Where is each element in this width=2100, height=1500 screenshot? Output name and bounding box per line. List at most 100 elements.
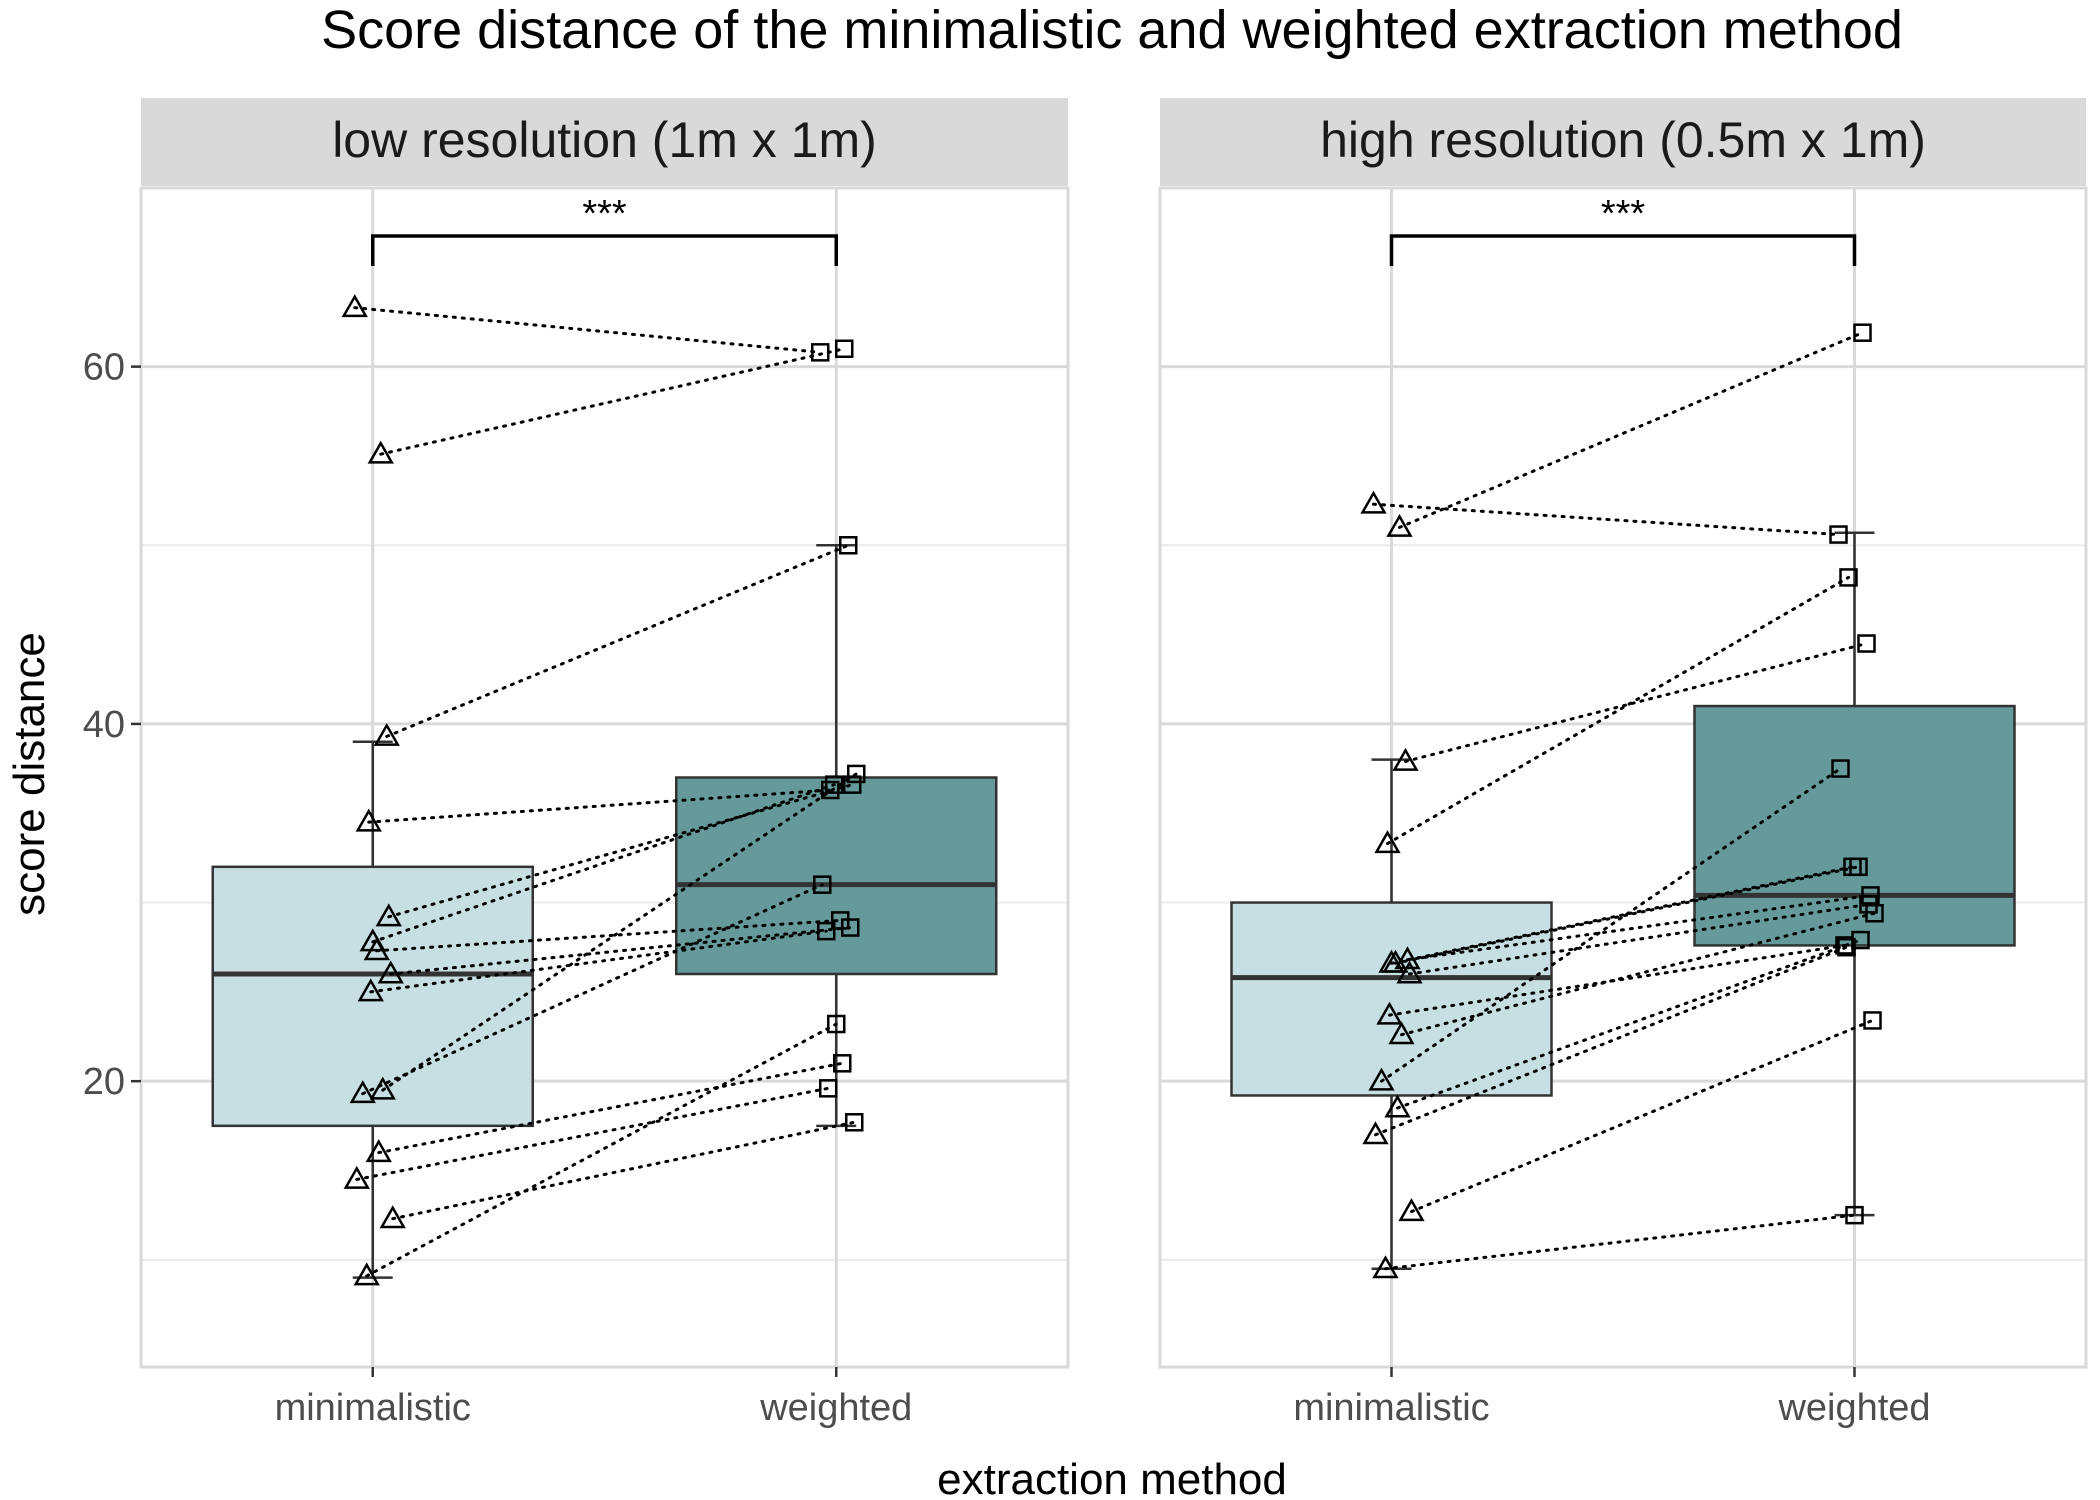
paired-lines xyxy=(353,306,858,1278)
significance-label: *** xyxy=(582,193,627,235)
data-points xyxy=(1360,323,1884,1279)
x-tick-label: minimalistic xyxy=(1293,1387,1489,1429)
paired-lines xyxy=(1372,331,1876,1271)
pair-line xyxy=(379,347,846,456)
pair-line xyxy=(1398,331,1864,529)
point-minimalistic xyxy=(1376,1001,1403,1025)
data-points xyxy=(341,294,866,1286)
pair-line xyxy=(367,788,832,824)
point-minimalistic xyxy=(1384,1094,1411,1118)
point-weighted xyxy=(843,775,862,794)
point-weighted xyxy=(845,1113,864,1132)
pair-line xyxy=(1404,642,1868,763)
point-weighted xyxy=(1829,525,1848,544)
panel-strip-label: low resolution (1m x 1m) xyxy=(332,112,877,168)
point-minimalistic xyxy=(1368,1067,1395,1091)
panel-strip xyxy=(1160,98,2086,186)
x-tick-label: weighted xyxy=(1777,1387,1930,1429)
y-axis-title: score distance xyxy=(5,632,54,916)
pair-line xyxy=(1410,1018,1874,1214)
pair-line xyxy=(371,783,836,944)
point-minimalistic xyxy=(349,1080,376,1104)
point-weighted xyxy=(1831,759,1850,778)
point-minimalistic xyxy=(365,1139,392,1163)
point-minimalistic xyxy=(1386,513,1413,537)
point-minimalistic xyxy=(343,1165,370,1189)
point-weighted xyxy=(1853,323,1872,342)
pair-line xyxy=(1386,575,1850,846)
point-minimalistic xyxy=(375,903,402,927)
pair-line xyxy=(1380,767,1842,1083)
point-minimalistic xyxy=(1398,1198,1425,1222)
pair-line xyxy=(361,883,824,1096)
chart-title: Score distance of the minimalistic and w… xyxy=(321,0,1903,60)
significance-bracket xyxy=(371,234,838,266)
point-weighted xyxy=(813,875,832,894)
pair-line xyxy=(1384,1213,1856,1271)
point-minimalistic xyxy=(1392,747,1419,771)
point-minimalistic xyxy=(379,1205,406,1229)
box-weighted xyxy=(675,544,998,1128)
point-weighted xyxy=(811,343,830,362)
y-tick-label: 60 xyxy=(83,347,125,389)
point-minimalistic xyxy=(377,960,404,984)
significance-label: *** xyxy=(1601,193,1646,235)
pair-line xyxy=(1374,945,1848,1137)
pair-line xyxy=(385,543,850,738)
box-minimalistic xyxy=(211,740,534,1279)
pair-line xyxy=(375,918,842,953)
point-minimalistic xyxy=(1372,1255,1399,1279)
point-minimalistic xyxy=(341,294,368,318)
pair-line xyxy=(1396,938,1862,1110)
point-minimalistic xyxy=(363,937,390,961)
point-minimalistic xyxy=(357,978,384,1002)
significance-bracket xyxy=(1389,234,1857,266)
point-weighted xyxy=(1857,634,1876,653)
point-weighted xyxy=(1839,568,1858,587)
point-weighted xyxy=(825,775,844,794)
box-body xyxy=(211,865,534,1128)
panel-strip xyxy=(141,98,1068,186)
point-minimalistic xyxy=(1360,490,1387,514)
point-weighted xyxy=(1863,1011,1882,1030)
point-weighted xyxy=(839,536,858,555)
point-weighted xyxy=(1849,857,1868,877)
point-minimalistic xyxy=(367,440,394,464)
point-weighted xyxy=(817,921,836,941)
point-minimalistic xyxy=(1382,949,1409,973)
point-weighted xyxy=(835,339,854,359)
point-minimalistic xyxy=(1374,830,1401,854)
point-weighted xyxy=(847,764,866,784)
x-tick-label: weighted xyxy=(759,1387,912,1429)
point-weighted xyxy=(827,1014,846,1034)
point-minimalistic xyxy=(355,808,382,832)
box-body xyxy=(675,776,998,976)
point-weighted xyxy=(1865,904,1884,923)
point-minimalistic xyxy=(1396,960,1423,984)
point-weighted xyxy=(821,780,840,800)
point-weighted xyxy=(819,1079,838,1098)
panel-strip-label: high resolution (0.5m x 1m) xyxy=(1320,112,1926,168)
point-minimalistic xyxy=(373,722,400,746)
point-weighted xyxy=(1837,937,1856,957)
pair-line xyxy=(377,1061,844,1155)
x-axis-title: extraction method xyxy=(937,1455,1287,1500)
pair-line xyxy=(355,1086,830,1181)
x-tick-label: minimalistic xyxy=(275,1387,471,1429)
pair-line xyxy=(1372,502,1840,537)
point-minimalistic xyxy=(369,1076,396,1100)
point-minimalistic xyxy=(1388,1021,1415,1045)
panels-layer: low resolution (1m x 1m) *** minimalistic w… xyxy=(83,98,2088,1429)
pair-line xyxy=(353,306,822,354)
pair-line xyxy=(1408,902,1870,976)
pair-line xyxy=(365,1022,838,1278)
y-tick-label: 40 xyxy=(83,704,125,746)
point-weighted xyxy=(833,1054,852,1073)
point-weighted xyxy=(1845,1205,1864,1225)
point-minimalistic xyxy=(1362,1121,1389,1145)
y-tick-label: 20 xyxy=(83,1061,125,1103)
panel-2: high resolution (0.5m x 1m) *** minimalist… xyxy=(1158,98,2088,1429)
panel-border xyxy=(1158,186,2088,1369)
